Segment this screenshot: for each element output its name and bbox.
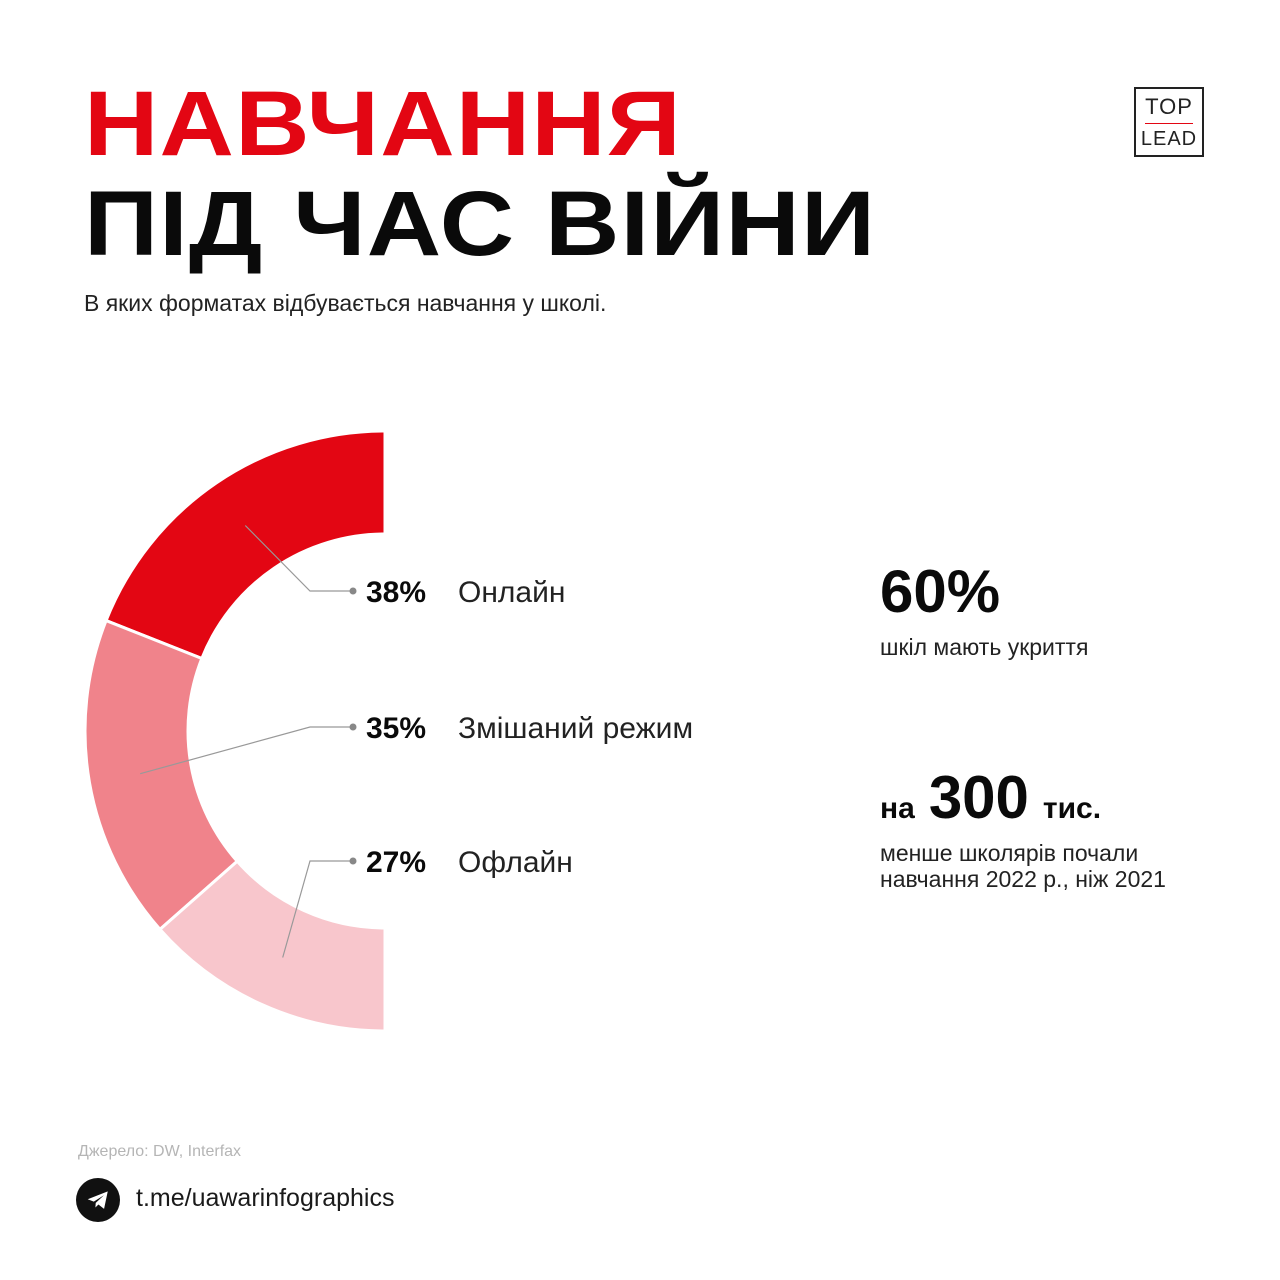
- stat-students-prefix: на: [880, 792, 915, 825]
- leader-line-2: [140, 726, 352, 775]
- logo-divider: [1145, 122, 1193, 124]
- stat-shelter-desc: шкіл мають укриття: [880, 634, 1089, 660]
- stat-students-desc: менше школярів почали навчання 2022 р., …: [880, 840, 1220, 893]
- segment-value-label-3: 27%: [366, 846, 426, 879]
- donut-segment-1: [104, 429, 387, 661]
- segment-category-label-3: Офлайн: [458, 846, 573, 879]
- donut-segment-3: [157, 859, 387, 1033]
- stat-students-suffix: тис.: [1042, 792, 1102, 825]
- stat-students-desc-line-2: навчання 2022 р., ніж 2021: [880, 866, 1166, 893]
- title-line-2: ПІД ЧАС ВІЙНИ: [84, 173, 877, 275]
- leader-line-3: [282, 860, 352, 958]
- segment-category-label-2: Змішаний режим: [458, 712, 693, 745]
- title-line-1: НАВЧАННЯ: [84, 73, 682, 175]
- telegram-link[interactable]: t.me/uawarinfographics: [136, 1184, 395, 1212]
- leader-line-1: [244, 525, 352, 592]
- stat-shelter-value: 60%: [880, 558, 1001, 625]
- leader-dot-2: [349, 723, 357, 731]
- source-note: Джерело: DW, Interfax: [78, 1143, 242, 1160]
- segment-category-label-1: Онлайн: [458, 576, 565, 609]
- logo-bottom-text: LEAD: [1140, 127, 1198, 150]
- top-lead-logo: TOP LEAD: [1134, 87, 1204, 157]
- subtitle: В яких форматах відбувається навчання у …: [84, 290, 607, 316]
- leader-dot-1: [349, 587, 357, 595]
- stat-students-value: 300: [928, 764, 1029, 831]
- stat-students-headline: на 300 тис.: [880, 768, 1101, 828]
- leader-dot-3: [349, 857, 357, 865]
- telegram-icon[interactable]: [76, 1178, 120, 1222]
- segment-value-label-2: 35%: [366, 712, 426, 745]
- logo-top-text: TOP: [1145, 93, 1193, 119]
- segment-value-label-1: 38%: [366, 576, 426, 609]
- stat-students-desc-line-1: менше школярів почали: [880, 840, 1139, 866]
- telegram-plane-glyph: [87, 1191, 108, 1209]
